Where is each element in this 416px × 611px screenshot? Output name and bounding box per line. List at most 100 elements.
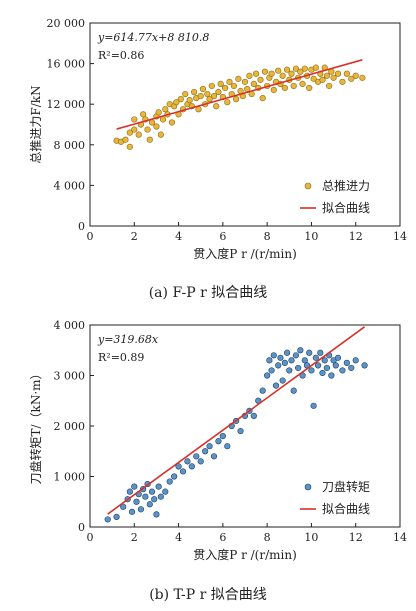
- y-tick-label: 0: [78, 220, 85, 233]
- legend-marker-points: [304, 182, 312, 190]
- data-point: [264, 372, 271, 379]
- data-point: [348, 75, 355, 82]
- data-point: [323, 72, 331, 79]
- data-point: [310, 402, 317, 409]
- data-point: [281, 84, 288, 92]
- data-point: [197, 92, 204, 100]
- x-axis-label: 贯入度P r /(r/min): [193, 547, 297, 562]
- data-point: [215, 88, 222, 96]
- data-point: [126, 488, 133, 495]
- data-point: [142, 493, 149, 500]
- data-point: [266, 357, 273, 364]
- data-point: [186, 97, 193, 104]
- data-point: [215, 438, 222, 445]
- y-axis-label: 总推进力F/kN: [29, 85, 43, 163]
- data-point: [312, 64, 319, 71]
- data-point: [188, 463, 195, 470]
- data-point: [272, 382, 280, 389]
- thrust-scatter-chart: 0 2 4 6 8 10 12 14 0 4 000 8 000 12 000 16 000 20 000…: [29, 17, 407, 261]
- data-point: [312, 354, 319, 361]
- legend-label-fit: 拟合曲线: [322, 200, 370, 215]
- data-point: [352, 357, 359, 364]
- data-point: [148, 119, 156, 126]
- data-point: [193, 453, 200, 460]
- data-point: [334, 354, 342, 361]
- data-point: [157, 493, 164, 500]
- data-point: [268, 367, 275, 374]
- data-point: [308, 367, 315, 374]
- data-point: [348, 364, 355, 372]
- y-axis-label: 刀盘转矩T/（kN·m）: [28, 367, 43, 484]
- data-point: [332, 362, 339, 369]
- data-point: [230, 82, 238, 90]
- data-point: [246, 72, 253, 79]
- data-point: [339, 78, 346, 85]
- data-point: [190, 88, 198, 96]
- data-point: [321, 357, 328, 364]
- r-squared: R²=0.89: [98, 351, 144, 364]
- chart-panel-thrust: 0 2 4 6 8 10 12 14 0 4 000 8 000 12 000 16 000 20 000…: [0, 0, 416, 305]
- data-point: [155, 483, 162, 490]
- y-tick-label: 3 000: [54, 370, 86, 383]
- data-point: [241, 78, 249, 85]
- x-tick-label: 8: [264, 531, 271, 544]
- chart-panel-torque: 0 2 4 6 8 10 12 14 0 1 000 2 000 3 000 4 000 贯入度P r /…: [0, 305, 416, 611]
- data-point: [297, 68, 304, 75]
- data-point: [146, 136, 153, 143]
- data-point: [257, 76, 264, 83]
- data-point: [179, 468, 187, 475]
- y-tick-label: 16 000: [47, 58, 86, 71]
- data-point: [133, 498, 140, 505]
- plot-frame: [89, 22, 401, 227]
- data-point: [131, 116, 138, 123]
- data-point: [224, 443, 231, 450]
- data-point: [219, 433, 226, 440]
- data-point: [328, 372, 335, 379]
- legend-marker-points: [304, 483, 312, 491]
- data-point: [177, 96, 184, 103]
- data-point: [184, 458, 191, 465]
- data-point: [235, 75, 242, 82]
- data-point: [319, 369, 326, 377]
- data-point: [104, 516, 111, 523]
- data-point: [283, 349, 291, 356]
- data-point: [182, 90, 189, 98]
- data-point: [122, 136, 129, 143]
- data-point: [339, 367, 346, 374]
- data-point: [166, 478, 173, 485]
- data-point: [173, 99, 180, 106]
- data-point: [270, 352, 277, 359]
- data-point: [288, 357, 295, 364]
- data-point: [323, 364, 331, 372]
- x-tick-label: 4: [175, 531, 182, 544]
- data-point: [213, 103, 220, 110]
- data-point: [343, 359, 350, 366]
- data-point: [301, 357, 308, 364]
- data-point: [206, 96, 213, 103]
- data-point: [162, 488, 169, 495]
- y-tick-label: 4 000: [54, 319, 86, 332]
- data-point: [295, 364, 302, 372]
- x-tick-label: 0: [87, 230, 94, 243]
- data-point: [135, 131, 142, 138]
- data-point: [343, 70, 350, 77]
- data-point: [299, 80, 306, 87]
- data-point: [155, 109, 162, 116]
- data-point: [326, 82, 333, 90]
- fit-line: [107, 326, 366, 515]
- fit-line: [116, 59, 363, 130]
- data-point: [290, 387, 297, 394]
- legend-label-fit: 拟合曲线: [322, 501, 370, 516]
- y-tick-label: 12 000: [47, 98, 86, 111]
- data-point: [208, 82, 215, 90]
- data-point: [275, 67, 282, 74]
- x-tick-label: 12: [349, 531, 363, 544]
- data-points: [104, 347, 368, 523]
- data-point: [288, 70, 295, 77]
- data-point: [359, 74, 366, 81]
- data-point: [306, 349, 313, 356]
- caption-torque: (b) T-P r 拟合曲线: [149, 587, 267, 603]
- data-point: [175, 463, 182, 470]
- data-point: [252, 70, 260, 77]
- data-point: [292, 352, 300, 359]
